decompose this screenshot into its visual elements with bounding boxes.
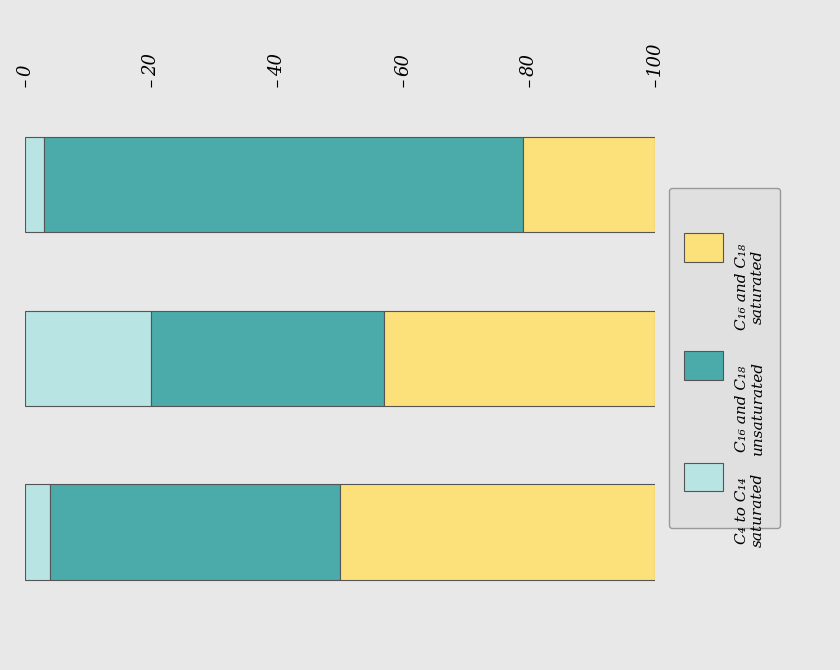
Bar bbox=[44, 137, 522, 232]
Legend: C₁₆ and C₁₈
saturated, C₁₆ and C₁₈
unsaturated, C₄ to C₁₄
saturated: C₁₆ and C₁₈ saturated, C₁₆ and C₁₈ unsat… bbox=[669, 188, 780, 529]
Bar bbox=[25, 311, 151, 406]
Bar bbox=[50, 484, 340, 580]
Bar bbox=[151, 311, 384, 406]
Bar bbox=[25, 484, 50, 580]
Bar bbox=[522, 137, 655, 232]
Bar bbox=[25, 137, 44, 232]
Bar bbox=[340, 484, 655, 580]
Bar bbox=[384, 311, 655, 406]
